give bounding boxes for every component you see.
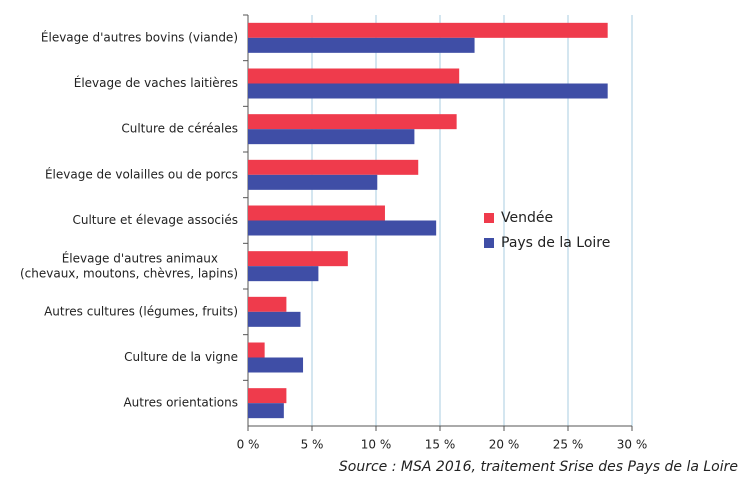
y-tick-label: Élevage d'autres bovins (viande) — [41, 29, 238, 44]
bar — [248, 37, 475, 53]
bar — [248, 68, 460, 84]
bar — [248, 83, 608, 99]
bar — [248, 357, 304, 373]
x-tick-label: 30 % — [617, 438, 648, 452]
y-tick-label: Autres cultures (légumes, fruits) — [44, 304, 238, 318]
bar — [248, 388, 287, 404]
x-tick-label: 5 % — [301, 438, 324, 452]
bar — [248, 220, 437, 236]
bar — [248, 251, 348, 267]
bar — [248, 129, 415, 145]
bar — [248, 159, 419, 175]
x-tick-label: 25 % — [553, 438, 584, 452]
bar — [248, 22, 608, 38]
bar — [248, 403, 284, 419]
x-tick-label: 0 % — [237, 438, 260, 452]
y-tick-label: Culture de céréales — [121, 122, 238, 136]
y-tick-label: Élevage d'autres animaux (chevaux, mouton… — [20, 250, 238, 280]
bar — [248, 311, 301, 327]
legend-label: Pays de la Loire — [501, 235, 610, 251]
x-tick-label: 10 % — [361, 438, 392, 452]
bar — [248, 266, 319, 282]
bar — [248, 174, 378, 190]
bar — [248, 342, 265, 358]
legend-label: Vendée — [501, 210, 553, 226]
source: Source : MSA 2016, traitement Srise des … — [339, 459, 738, 475]
y-tick-label: Culture et élevage associés — [72, 213, 238, 227]
y-tick-label: Culture de la vigne — [124, 350, 238, 364]
y-tick-label: Élevage de volailles ou de porcs — [45, 166, 238, 181]
legend-swatch — [484, 238, 494, 248]
x-tick-label: 20 % — [489, 438, 520, 452]
bar — [248, 296, 287, 312]
x-tick-label: 15 % — [425, 438, 456, 452]
bar — [248, 205, 385, 221]
y-tick-label: Élevage de vaches laitières — [74, 75, 238, 90]
legend-swatch — [484, 213, 494, 223]
y-tick-label: Autres orientations — [123, 396, 238, 410]
bar — [248, 114, 457, 130]
